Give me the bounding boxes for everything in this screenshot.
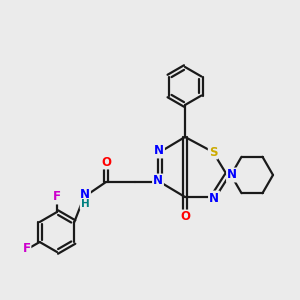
Text: F: F (53, 190, 61, 203)
Text: F: F (22, 242, 30, 255)
Text: S: S (209, 146, 217, 158)
Text: N: N (209, 191, 219, 205)
Text: O: O (180, 211, 190, 224)
Text: N: N (227, 169, 237, 182)
Text: N: N (153, 175, 163, 188)
Text: N: N (80, 188, 90, 200)
Text: N: N (154, 145, 164, 158)
Text: O: O (101, 155, 111, 169)
Text: H: H (81, 199, 89, 209)
